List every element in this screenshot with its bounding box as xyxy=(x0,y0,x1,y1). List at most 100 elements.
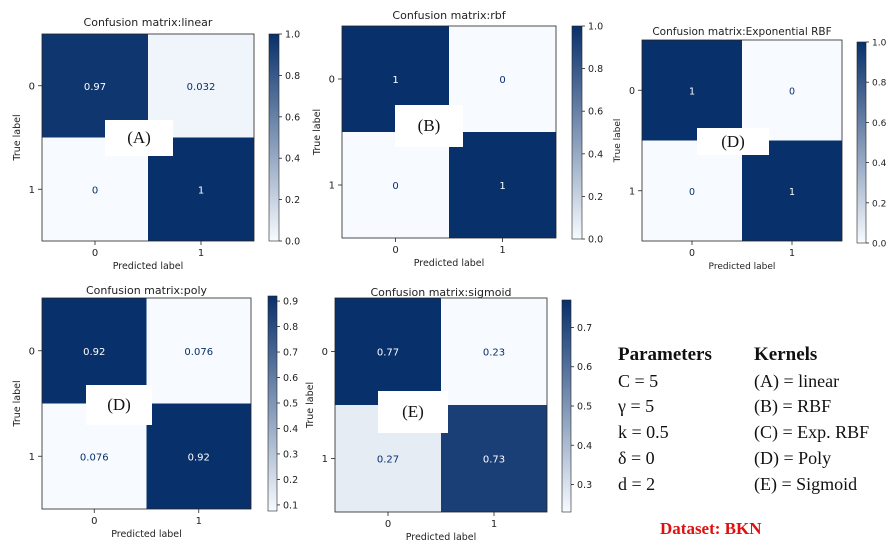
cell-value-label: 0 xyxy=(392,181,398,192)
y-tick-label: 0 xyxy=(29,346,35,357)
axes-frame xyxy=(341,25,557,239)
chart-title: Confusion matrix:rbf xyxy=(392,9,506,22)
kernel-a: (A) = linear xyxy=(754,371,840,391)
chart-title: Confusion matrix:linear xyxy=(84,16,213,29)
axes-frame xyxy=(41,33,255,242)
y-tick-label: 0 xyxy=(29,81,35,92)
chart-title: Confusion matrix:sigmoid xyxy=(370,286,511,299)
cell-value-label: 1 xyxy=(198,185,204,196)
colorbar-tick-label: 0.4 xyxy=(588,149,603,160)
cell-value-label: 0.23 xyxy=(483,348,505,359)
colorbar-tick-label: 1.0 xyxy=(872,39,887,49)
colorbar xyxy=(267,295,278,512)
x-tick-label: 1 xyxy=(499,245,505,256)
tag-rbf: (B) xyxy=(395,105,463,147)
colorbar-tick-label: 0.2 xyxy=(285,195,300,206)
heatmap-cell xyxy=(335,298,441,405)
y-tick-label: 1 xyxy=(322,454,328,465)
cell-value-label: 0.97 xyxy=(84,82,106,93)
colorbar-tick-label: 0.5 xyxy=(283,398,298,409)
heatmap-cell xyxy=(146,403,251,509)
kernel-d: (D) = Poly xyxy=(754,448,832,468)
cell-value-label: 0.032 xyxy=(187,82,216,93)
heatmap-cell xyxy=(441,298,547,405)
colorbar-tick-label: 0.3 xyxy=(577,480,592,491)
cell-value-label: 1 xyxy=(689,86,695,97)
y-axis-label: True label xyxy=(312,109,323,156)
param-gamma: γ = 5 xyxy=(618,396,655,416)
x-tick-label: 1 xyxy=(196,516,202,527)
colorbar-tick-label: 0.9 xyxy=(283,297,298,308)
colorbar-tick-label: 0.2 xyxy=(588,192,603,203)
cell-value-label: 1 xyxy=(392,75,398,86)
confusion-matrix-sigmoid: Confusion matrix:sigmoid 0.77 0.23 0.27 0.73… xyxy=(300,280,600,543)
tag-linear: (A) xyxy=(105,120,173,156)
cell-value-label: 0.92 xyxy=(83,347,105,358)
x-tick-label: 1 xyxy=(789,248,795,259)
x-tick-label: 0 xyxy=(392,245,398,256)
colorbar-tick-label: 0.8 xyxy=(588,64,603,75)
heatmap-cell xyxy=(742,40,842,141)
heatmap-cell xyxy=(146,298,251,404)
colorbar-tick-label: 0.4 xyxy=(283,424,298,435)
axes-frame xyxy=(41,297,252,510)
tag-exp-rbf: (D) xyxy=(697,128,769,155)
kernel-c: (C) = Exp. RBF xyxy=(754,422,870,442)
cell-value-label: 0.73 xyxy=(483,455,505,466)
colorbar-tick-label: 0.6 xyxy=(588,107,603,118)
y-tick-label: 1 xyxy=(329,181,335,192)
confusion-matrix-exp-rbf: Confusion matrix:Exponential RBF 1 0 0 1 0 1 0 1… xyxy=(610,0,893,275)
cell-value-label: 1 xyxy=(789,187,795,198)
heatmap-cell xyxy=(642,40,742,141)
x-tick-label: 0 xyxy=(92,248,98,259)
colorbar-tick-label: 0.0 xyxy=(872,240,887,250)
colorbar-tick-label: 0.3 xyxy=(283,449,298,460)
x-axis-label: Predicted label xyxy=(709,262,776,272)
cell-value-label: 0.92 xyxy=(188,452,210,463)
kernel-b: (B) = RBF xyxy=(754,396,832,416)
colorbar-tick-label: 0.0 xyxy=(285,237,300,248)
cell-value-label: 0 xyxy=(499,75,505,86)
x-axis-label: Predicted label xyxy=(113,261,184,272)
colorbar-tick-label: 0.2 xyxy=(283,475,298,486)
y-tick-label: 1 xyxy=(29,185,35,196)
axes-frame xyxy=(334,297,548,513)
colorbar-tick-label: 0.6 xyxy=(872,119,887,129)
heatmap-cell xyxy=(449,132,556,238)
confusion-matrix-linear: Confusion matrix:linear 0.97 0.032 0 1 0 1 0 1 Pr… xyxy=(0,0,300,275)
colorbar-tick-label: 1.0 xyxy=(285,30,300,41)
heatmap-cell xyxy=(342,132,449,238)
y-tick-label: 1 xyxy=(629,186,635,197)
cell-value-label: 0.27 xyxy=(377,455,399,466)
dataset-label: Dataset: BKN xyxy=(660,519,762,538)
y-axis-label: True label xyxy=(613,119,623,164)
heatmap-cell xyxy=(449,26,556,132)
axes-frame xyxy=(641,39,843,242)
y-tick-label: 0 xyxy=(322,347,328,358)
colorbar-tick-label: 0.2 xyxy=(872,199,886,209)
x-tick-label: 0 xyxy=(689,248,695,259)
colorbar-tick-label: 0.4 xyxy=(577,441,592,452)
colorbar xyxy=(571,25,583,240)
param-delta: δ = 0 xyxy=(618,448,655,468)
colorbar-tick-label: 0.6 xyxy=(577,362,592,373)
cell-value-label: 1 xyxy=(499,181,505,192)
cell-value-label: 0 xyxy=(689,187,695,198)
colorbar-tick-label: 0.1 xyxy=(283,500,298,511)
y-tick-label: 0 xyxy=(629,86,635,97)
colorbar-tick-label: 0.8 xyxy=(283,322,298,333)
colorbar-tick-label: 0.8 xyxy=(285,71,300,82)
cell-value-label: 0.77 xyxy=(377,348,399,359)
colorbar-tick-label: 0.6 xyxy=(283,373,298,384)
colorbar xyxy=(268,33,280,242)
colorbar-tick-label: 0.8 xyxy=(872,79,887,89)
tag-poly: (D) xyxy=(86,385,152,425)
colorbar xyxy=(561,299,572,513)
colorbar-tick-label: 0.5 xyxy=(577,402,592,413)
chart-title: Confusion matrix:poly xyxy=(86,284,208,297)
colorbar-tick-label: 0.7 xyxy=(283,348,298,359)
cm-svg-linear: Confusion matrix:linear 0.97 0.032 0 1 0 1 0 1 Pr… xyxy=(12,16,300,272)
y-axis-label: True label xyxy=(305,382,316,429)
heatmap-cell xyxy=(642,140,742,241)
param-c: C = 5 xyxy=(618,371,659,391)
